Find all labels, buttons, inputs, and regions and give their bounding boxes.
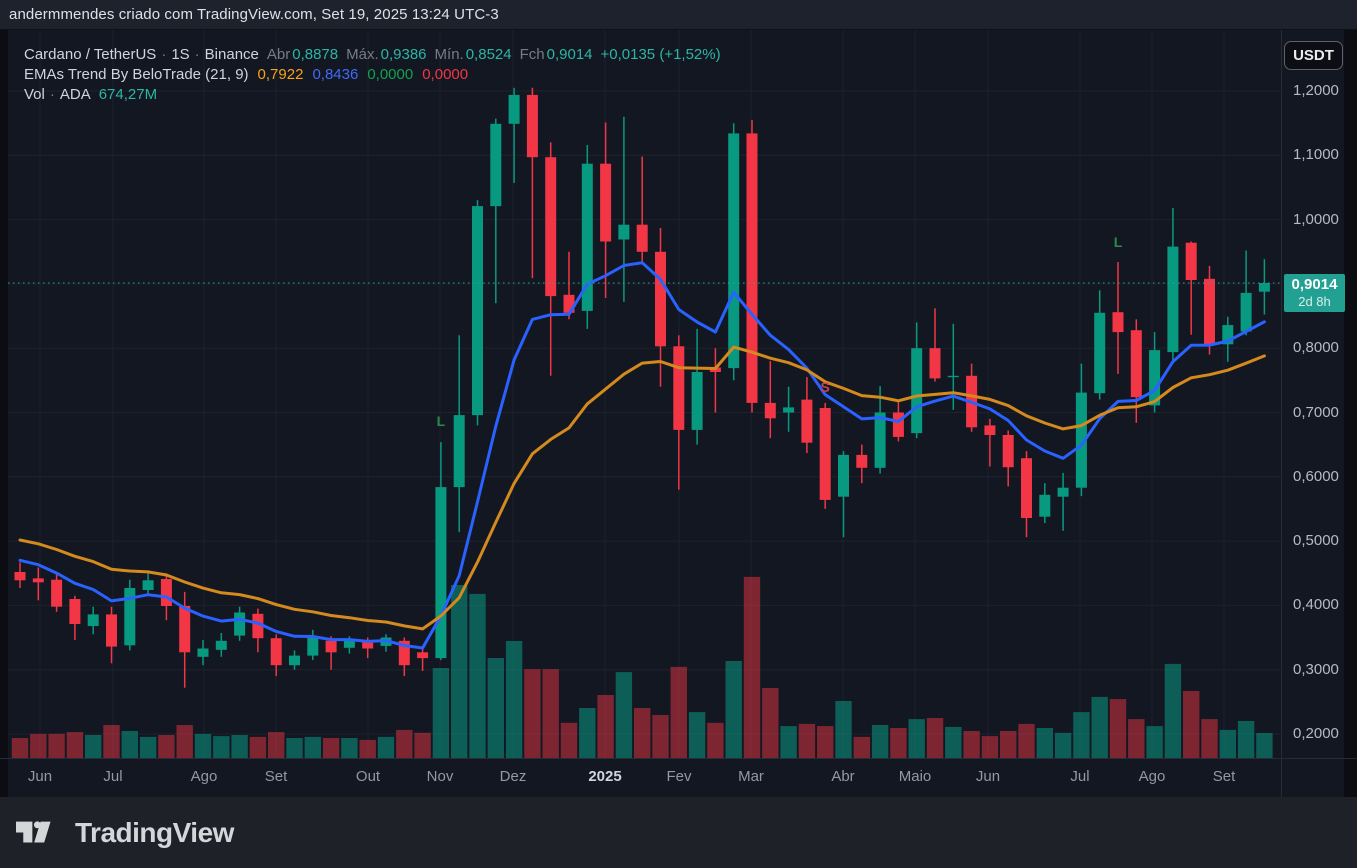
- indicator-row: EMAs Trend By BeloTrade (21, 9) 0,7922 0…: [24, 65, 721, 85]
- ema-21-line: [18, 345, 1266, 631]
- candles-series: [14, 87, 1270, 688]
- high-value: 0,9386: [380, 46, 427, 63]
- indicator-value-ema9: 0,8436: [312, 66, 359, 83]
- price-axis[interactable]: USDT 1,2000 1,1000 1,0000 0,8000 0,7000 0,600…: [1281, 30, 1357, 797]
- open-value: 0,8878: [292, 46, 339, 63]
- time-axis-label: Jul: [1070, 768, 1090, 785]
- high-label: Máx.: [346, 46, 379, 63]
- price-tick-label: 0,5000: [1293, 532, 1339, 550]
- price-tick-label: 1,2000: [1293, 82, 1339, 99]
- separator-dot: ·: [161, 46, 167, 63]
- time-axis-label: Ago: [1138, 768, 1166, 785]
- time-axis-label: Jun: [975, 768, 1001, 785]
- signal-marker-L: L: [1114, 234, 1123, 250]
- price-tick-label: 0,3000: [1293, 660, 1339, 678]
- chart-legend: Cardano / TetherUS · 1S · Binance Abr 0,8…: [24, 45, 721, 105]
- close-label: Fch: [519, 46, 545, 63]
- time-axis-label: Dez: [499, 768, 527, 785]
- separator-dot: ·: [49, 86, 55, 103]
- time-axis[interactable]: Jun Jul Ago Set Out Nov Dez 2025 Fev Mar Abr Maio Ju…: [0, 758, 1357, 797]
- change-value: +0,0135 (+1,52%): [600, 46, 721, 63]
- time-axis-label: Abr: [831, 768, 855, 785]
- price-tick-label: 0,7000: [1293, 403, 1339, 421]
- signal-marker-L: L: [437, 413, 446, 429]
- attribution-text: andermmendes criado com TradingView.com,…: [9, 6, 499, 23]
- time-axis-label: Maio: [898, 768, 932, 785]
- price-tick-label: 1,0000: [1293, 210, 1339, 228]
- volume-unit: ADA: [59, 86, 91, 103]
- left-edge-strip: [0, 30, 8, 797]
- time-axis-label: Set: [264, 768, 288, 785]
- time-axis-label: Nov: [426, 768, 454, 785]
- symbol-row: Cardano / TetherUS · 1S · Binance Abr 0,8…: [24, 45, 721, 65]
- chart-canvas[interactable]: L S L: [8, 30, 1281, 758]
- signal-marker-S: S: [821, 379, 830, 395]
- indicator-value-long: 0,0000: [367, 66, 414, 83]
- currency-button[interactable]: USDT: [1284, 41, 1343, 70]
- time-axis-label: Out: [355, 768, 381, 785]
- footer-bar: TradingView: [0, 797, 1357, 868]
- price-tick-label: 0,6000: [1293, 467, 1339, 485]
- price-tick-label: 0,4000: [1293, 596, 1339, 614]
- close-value: 0,9014: [546, 46, 593, 63]
- bar-countdown: 2d 8h: [1298, 294, 1331, 309]
- chart-area: L S L Cardano / TetherUS · 1S · Binance Ab…: [0, 30, 1357, 797]
- low-value: 0,8524: [465, 46, 512, 63]
- brand-name: TradingView: [75, 816, 234, 848]
- volume-series: [11, 576, 1273, 758]
- right-edge-strip: [1344, 30, 1357, 797]
- attribution-bar: andermmendes criado com TradingView.com,…: [0, 0, 1357, 30]
- low-label: Mín.: [434, 46, 464, 63]
- tradingview-icon: [16, 821, 51, 843]
- price-tick-label: 0,2000: [1293, 725, 1339, 742]
- time-axis-label: Jun: [27, 768, 53, 785]
- time-axis-label: Ago: [190, 768, 218, 785]
- tradingview-logo[interactable]: TradingView: [16, 817, 234, 849]
- indicator-title[interactable]: EMAs Trend By BeloTrade (21, 9): [24, 66, 249, 83]
- exchange-label[interactable]: Binance: [204, 46, 259, 63]
- price-tick-label: 1,1000: [1293, 146, 1339, 164]
- interval-label[interactable]: 1S: [171, 46, 190, 63]
- price-tick-label: 0,8000: [1293, 339, 1339, 357]
- ema-9-line: [18, 261, 1266, 650]
- time-axis-label: Set: [1212, 768, 1236, 785]
- time-axis-label: 2025: [588, 768, 622, 785]
- time-axis-label: Jul: [103, 768, 123, 785]
- last-price-badge: 0,9014 2d 8h: [1284, 274, 1345, 312]
- candlestick-chart: L S L: [8, 30, 1281, 758]
- indicator-value-ema21: 0,7922: [257, 66, 304, 83]
- volume-label[interactable]: Vol: [24, 86, 45, 103]
- volume-value: 674,27M: [98, 86, 158, 103]
- symbol-title[interactable]: Cardano / TetherUS: [24, 46, 157, 63]
- time-axis-label: Fev: [666, 768, 692, 785]
- separator-dot: ·: [194, 46, 200, 63]
- time-axis-label: Mar: [738, 768, 764, 785]
- open-label: Abr: [266, 46, 291, 63]
- signal-markers: L S L: [437, 234, 1123, 429]
- volume-row: Vol · ADA 674,27M: [24, 85, 721, 105]
- indicator-value-short: 0,0000: [422, 66, 469, 83]
- last-price-value: 0,9014: [1291, 276, 1338, 293]
